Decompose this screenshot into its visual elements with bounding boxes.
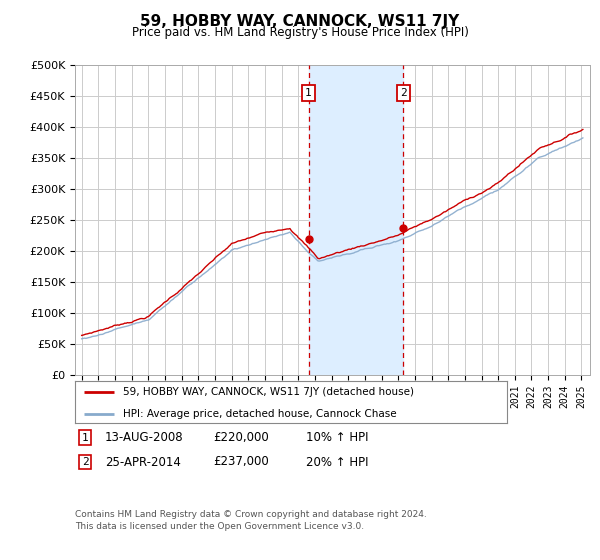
Text: 10% ↑ HPI: 10% ↑ HPI <box>306 431 368 445</box>
Text: £220,000: £220,000 <box>213 431 269 445</box>
Text: Contains HM Land Registry data © Crown copyright and database right 2024.: Contains HM Land Registry data © Crown c… <box>75 510 427 519</box>
Text: This data is licensed under the Open Government Licence v3.0.: This data is licensed under the Open Gov… <box>75 522 364 531</box>
Text: HPI: Average price, detached house, Cannock Chase: HPI: Average price, detached house, Cann… <box>122 409 396 418</box>
Text: 1: 1 <box>82 433 89 443</box>
Text: 2: 2 <box>400 88 407 98</box>
Text: Price paid vs. HM Land Registry's House Price Index (HPI): Price paid vs. HM Land Registry's House … <box>131 26 469 39</box>
Text: 59, HOBBY WAY, CANNOCK, WS11 7JY: 59, HOBBY WAY, CANNOCK, WS11 7JY <box>140 14 460 29</box>
Text: 25-APR-2014: 25-APR-2014 <box>105 455 181 469</box>
Bar <box>308 65 403 375</box>
Text: 1: 1 <box>305 88 312 98</box>
Text: 59, HOBBY WAY, CANNOCK, WS11 7JY (detached house): 59, HOBBY WAY, CANNOCK, WS11 7JY (detach… <box>122 387 413 397</box>
Text: 2: 2 <box>82 457 89 467</box>
Text: 13-AUG-2008: 13-AUG-2008 <box>105 431 184 445</box>
Text: 20% ↑ HPI: 20% ↑ HPI <box>306 455 368 469</box>
Text: £237,000: £237,000 <box>213 455 269 469</box>
